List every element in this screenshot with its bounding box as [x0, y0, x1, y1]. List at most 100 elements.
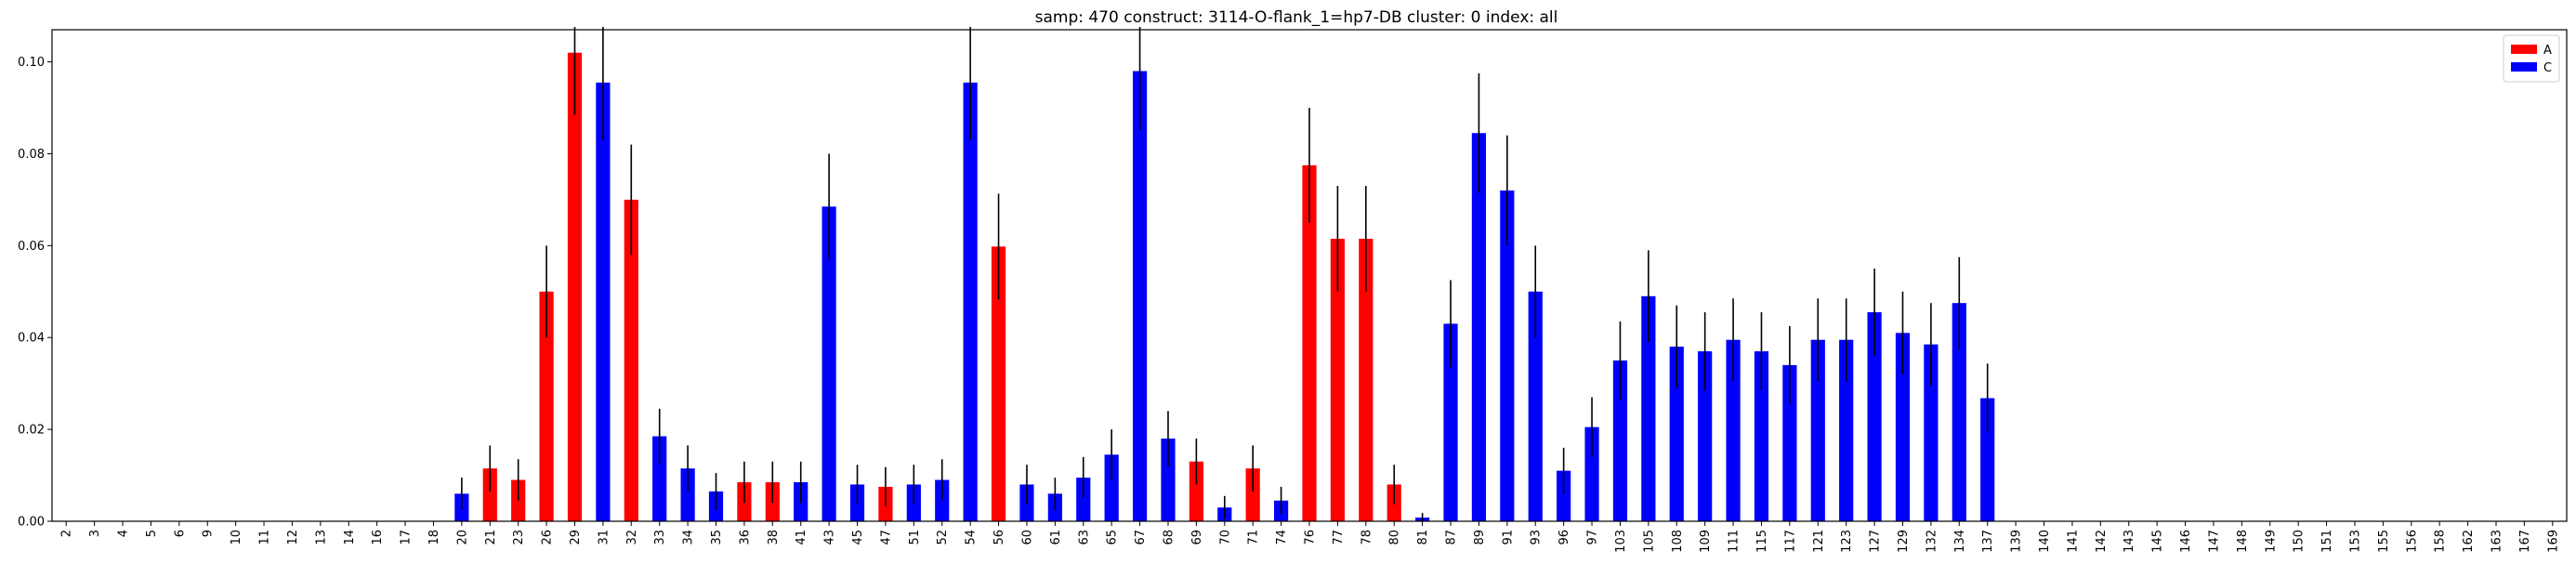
x-tick-label: 87	[1445, 530, 1459, 545]
x-tick-label: 77	[1332, 530, 1346, 545]
bar-78	[1359, 238, 1373, 521]
x-tick-label: 6	[173, 530, 187, 537]
bar-56	[991, 246, 1006, 521]
legend-label-A: A	[2543, 44, 2552, 58]
bar-127	[1867, 312, 1882, 521]
bar-129	[1895, 333, 1911, 521]
x-tick-label: 33	[653, 530, 667, 545]
x-tick-label: 14	[343, 530, 357, 545]
bar-134	[1952, 303, 1966, 521]
bars-layer	[454, 52, 1995, 522]
x-tick-label: 150	[2293, 530, 2307, 553]
bar-132	[1924, 344, 1939, 521]
bar-63	[1076, 478, 1091, 521]
x-tick-label: 60	[1020, 530, 1034, 545]
bar-21	[482, 468, 497, 521]
bar-93	[1528, 291, 1543, 521]
x-tick-label: 3	[88, 530, 102, 537]
x-tick-label: 111	[1728, 530, 1741, 553]
x-tick-label: 93	[1530, 530, 1544, 545]
legend: AC	[2503, 34, 2560, 83]
x-tick-label: 51	[908, 530, 922, 545]
x-tick-label: 129	[1897, 530, 1911, 553]
bar-91	[1500, 190, 1515, 522]
bar-33	[652, 436, 667, 521]
x-tick-label: 143	[2123, 530, 2136, 553]
bar-111	[1726, 339, 1741, 521]
x-tick-label: 43	[823, 530, 837, 545]
x-tick-label: 153	[2348, 530, 2362, 553]
x-tick-label: 78	[1360, 530, 1373, 545]
legend-swatch-C	[2511, 62, 2537, 72]
x-tick-label: 163	[2490, 530, 2504, 553]
x-tick-label: 149	[2264, 530, 2278, 553]
x-tick-label: 35	[710, 530, 724, 545]
bar-29	[567, 52, 583, 521]
bar-26	[539, 291, 554, 521]
x-tick-label: 41	[795, 530, 808, 545]
x-tick-label: 10	[230, 530, 243, 545]
x-tick-label: 2	[60, 530, 74, 537]
x-tick-label: 155	[2377, 530, 2391, 553]
x-tick-label: 117	[1783, 530, 1797, 553]
x-tick-label: 5	[145, 530, 159, 537]
x-tick-label: 29	[569, 530, 583, 545]
bar-123	[1839, 339, 1854, 521]
x-tick-label: 137	[1981, 530, 1995, 553]
x-tick-label: 56	[992, 530, 1006, 545]
bar-31	[596, 82, 611, 522]
x-tick-label: 23	[512, 530, 526, 545]
x-tick-label: 47	[879, 530, 893, 545]
error-bars-layer	[461, 27, 1989, 521]
x-tick-label: 38	[767, 530, 781, 545]
bar-117	[1782, 364, 1797, 521]
x-tick-label: 11	[258, 530, 272, 545]
x-tick-label: 31	[597, 530, 611, 545]
x-tick-label: 17	[400, 530, 414, 545]
x-tick-label: 145	[2151, 530, 2165, 553]
y-tick-label: 0.08	[18, 148, 45, 162]
x-tick-label: 141	[2066, 530, 2080, 553]
x-tick-label: 12	[286, 530, 300, 545]
x-tick-label: 69	[1190, 530, 1204, 545]
x-tick-label: 9	[202, 530, 216, 537]
x-tick-label: 91	[1501, 530, 1515, 545]
bar-65	[1104, 454, 1119, 521]
x-tick-label: 108	[1671, 530, 1685, 553]
y-tick-label: 0.04	[18, 332, 45, 346]
x-tick-label: 63	[1077, 530, 1091, 545]
x-tick-label: 109	[1699, 530, 1713, 553]
x-tick-label: 76	[1304, 530, 1318, 545]
x-tick-label: 21	[484, 530, 498, 545]
x-tick-label: 169	[2546, 530, 2560, 553]
x-tick-label: 34	[682, 530, 696, 545]
x-tick-label: 45	[851, 530, 865, 545]
x-tick-label: 67	[1134, 530, 1148, 545]
bar-76	[1302, 164, 1317, 521]
bar-109	[1698, 351, 1713, 521]
x-tick-label: 146	[2179, 530, 2193, 553]
x-tick-label: 142	[2095, 530, 2109, 553]
bar-105	[1641, 295, 1656, 521]
x-tick-label: 158	[2434, 530, 2448, 553]
x-tick-label: 162	[2462, 530, 2476, 553]
x-tick-label: 20	[455, 530, 469, 545]
legend-swatch-A	[2511, 45, 2537, 54]
x-tick-label: 132	[1925, 530, 1939, 553]
x-tick-label: 134	[1953, 530, 1967, 553]
x-tick-label: 32	[625, 530, 639, 545]
bar-89	[1471, 133, 1487, 522]
x-tick-label: 52	[936, 530, 950, 545]
axes-layer: 0.000.020.040.060.080.102 3 4 5 6 9 10 11 12 13 14…	[18, 29, 2568, 553]
x-tick-label: 167	[2518, 530, 2532, 553]
x-tick-label: 96	[1557, 530, 1571, 545]
x-tick-label: 89	[1473, 530, 1487, 545]
x-tick-label: 36	[738, 530, 752, 545]
bar-32	[624, 199, 638, 521]
x-tick-label: 13	[314, 530, 328, 545]
x-tick-label: 147	[2207, 530, 2221, 553]
x-tick-label: 97	[1586, 530, 1600, 545]
bar-108	[1669, 347, 1684, 521]
x-tick-label: 74	[1275, 530, 1289, 545]
